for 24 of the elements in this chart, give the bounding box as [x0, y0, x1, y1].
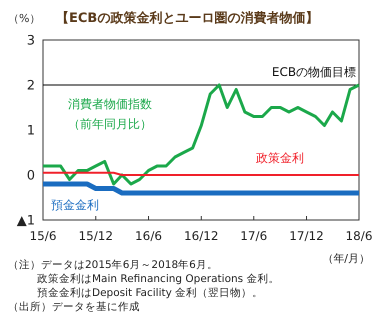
x-tick-label: 16/12: [184, 229, 219, 243]
x-tick-label: 15/12: [78, 229, 114, 243]
y-axis-title: （%）: [8, 12, 40, 25]
x-tick-label: 16/6: [135, 229, 162, 243]
y-tick-label: 2: [26, 78, 35, 94]
text: （出所）データを基に作成: [8, 300, 140, 313]
text: （注）データは2015年6月～2018年6月。: [8, 258, 218, 271]
text: 政策金利はMain Refinancing Operations 金利。: [37, 272, 280, 285]
series-label: 預金金利: [51, 198, 99, 212]
chart-title: 【ECBの政策金利とユーロ圏の消費者物価】: [56, 10, 318, 26]
x-tick-label: 18/6: [346, 229, 372, 243]
text: 預金金利はDeposit Facility 金利（翌日物）。: [37, 286, 264, 299]
text: 消費者物価指数（前年同月比）: [68, 97, 152, 131]
ref-line-label: ECBの物価目標: [272, 65, 356, 79]
x-tick-label: 17/12: [289, 229, 324, 243]
y-tick-label: 0: [26, 168, 35, 184]
y-tick-label: ▲1: [16, 214, 35, 229]
y-tick-label: 3: [26, 34, 35, 49]
x-tick-label: 15/6: [30, 229, 56, 243]
x-axis-title: （年/月）: [322, 252, 370, 265]
x-tick-label: 17/6: [240, 229, 268, 243]
line-series: [42, 84, 360, 186]
series-label: 政策金利: [256, 151, 304, 165]
y-tick-label: 1: [26, 124, 35, 139]
